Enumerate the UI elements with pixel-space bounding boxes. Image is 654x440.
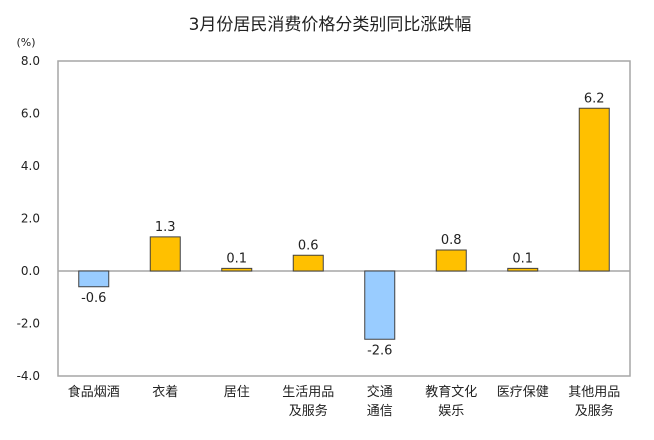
y-tick-label: 4.0: [21, 159, 40, 173]
x-tick-label: 及服务: [289, 403, 328, 419]
y-tick-label: 2.0: [21, 212, 40, 226]
bar: [221, 267, 253, 272]
data-label: 0.8: [441, 233, 462, 248]
x-tick-label: 食品烟酒: [68, 384, 120, 400]
chart-title: 3月份居民消费价格分类别同比涨跌幅: [189, 15, 472, 35]
y-tick-label: -2.0: [17, 317, 40, 331]
x-tick-label: 衣着: [152, 384, 178, 400]
y-tick-label: 0.0: [21, 264, 40, 278]
x-tick-label: 其他用品: [568, 385, 620, 400]
x-tick-label: 及服务: [575, 403, 614, 419]
data-label: 0.1: [512, 251, 533, 266]
bar: [364, 270, 396, 340]
bar: [292, 254, 324, 272]
data-label: 0.6: [298, 238, 319, 253]
y-tick-label: 6.0: [21, 107, 40, 121]
bar: [578, 107, 610, 272]
x-tick-label: 交通: [367, 384, 393, 400]
x-tick-label: 通信: [367, 404, 393, 419]
bar: [435, 249, 467, 272]
bar: [507, 267, 539, 272]
data-label: 0.1: [226, 251, 247, 266]
x-tick-label: 教育文化: [425, 384, 477, 400]
x-tick-label: 生活用品: [282, 385, 334, 400]
x-tick-label: 娱乐: [438, 404, 464, 419]
x-tick-label: 医疗保健: [497, 385, 549, 400]
data-label: -2.6: [367, 343, 392, 358]
x-tick-label: 居住: [224, 385, 250, 400]
y-tick-label: 8.0: [21, 54, 40, 68]
data-label: 6.2: [584, 91, 605, 106]
bar: [149, 236, 181, 272]
y-axis-unit: (%): [16, 36, 35, 49]
plot-frame: [57, 60, 631, 377]
data-label: -0.6: [81, 291, 106, 306]
y-tick-label: -4.0: [17, 369, 40, 383]
bar: [78, 270, 110, 288]
data-label: 1.3: [155, 220, 176, 235]
